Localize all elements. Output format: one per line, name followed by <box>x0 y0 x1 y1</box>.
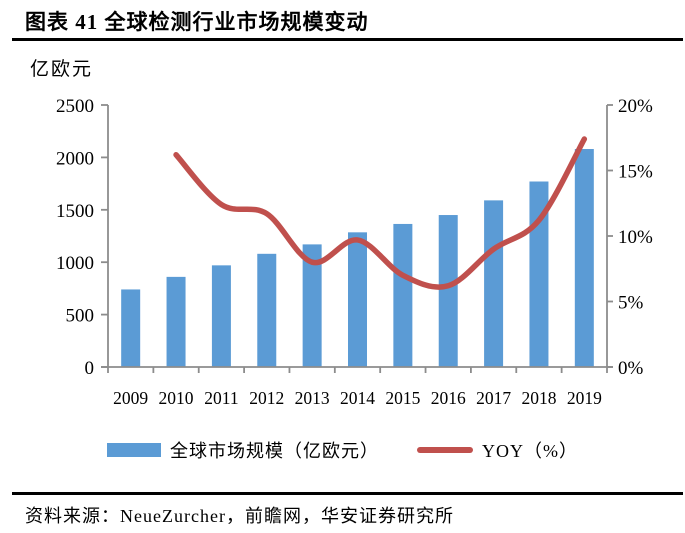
right-axis-tick-label: 5% <box>618 293 644 314</box>
right-axis-tick-label: 0% <box>618 358 644 379</box>
legend-item-market-size: 全球市场规模（亿欧元） <box>107 437 379 463</box>
market-size-chart: 0 500 1000 1500 2000 2500 0% 5% 10% 15% 20% 2009 201… <box>56 96 653 408</box>
right-axis-tick-label: 20% <box>618 96 653 117</box>
bar-series-label: 全球市场规模（亿欧元） <box>170 441 379 461</box>
line-series-swatch <box>417 447 473 453</box>
x-axis-category-label: 2014 <box>340 388 375 408</box>
bar-2010 <box>166 276 186 367</box>
bar-2013 <box>302 244 322 367</box>
x-axis-category-label: 2011 <box>204 388 238 408</box>
bar-2009 <box>121 289 141 367</box>
left-axis-tick-label: 500 <box>66 306 95 327</box>
left-axis-tick-label: 0 <box>85 358 95 379</box>
chart-area: 0 500 1000 1500 2000 2500 0% 5% 10% 15% 20% 2009 201… <box>56 96 653 408</box>
right-axis-tick-label: 10% <box>618 227 653 248</box>
bar-series-swatch <box>107 443 161 457</box>
yoy-line <box>173 136 588 290</box>
x-axis-category-label: 2016 <box>431 388 466 408</box>
x-axis-category-label: 2013 <box>295 388 330 408</box>
bar-2011 <box>211 265 231 367</box>
x-axis-category-label: 2017 <box>476 388 511 408</box>
line-series-label: YOY（%） <box>482 441 578 461</box>
right-axis-tick-label: 15% <box>618 162 653 183</box>
bar-2016 <box>438 215 458 367</box>
bar-2017 <box>484 200 504 367</box>
source-attribution: 资料来源：NeueZurcher，前瞻网，华安证券研究所 <box>25 506 454 526</box>
x-axis-category-label: 2018 <box>521 388 556 408</box>
left-axis-unit-label: 亿欧元 <box>30 59 94 80</box>
left-axis-tick-label: 2000 <box>56 148 94 169</box>
bar-2019 <box>574 149 594 367</box>
x-axis-category-label: 2019 <box>567 388 602 408</box>
bar-2012 <box>257 253 277 367</box>
footer-divider-line <box>12 492 683 495</box>
legend-item-yoy: YOY（%） <box>417 437 578 463</box>
left-axis-tick-label: 2500 <box>56 96 94 117</box>
figure-title: 图表 41 全球检测行业市场规模变动 <box>25 10 369 34</box>
left-axis-tick-label: 1000 <box>56 253 94 274</box>
x-axis-category-label: 2015 <box>385 388 420 408</box>
title-divider-line <box>12 38 683 41</box>
left-axis-tick-label: 1500 <box>56 201 94 222</box>
bar-2015 <box>393 223 413 367</box>
x-axis-category-label: 2012 <box>249 388 284 408</box>
chart-legend: 全球市场规模（亿欧元） YOY（%） <box>0 436 685 464</box>
x-axis-category-label: 2010 <box>159 388 194 408</box>
bar-2014 <box>348 232 367 367</box>
x-axis-category-label: 2009 <box>113 388 148 408</box>
